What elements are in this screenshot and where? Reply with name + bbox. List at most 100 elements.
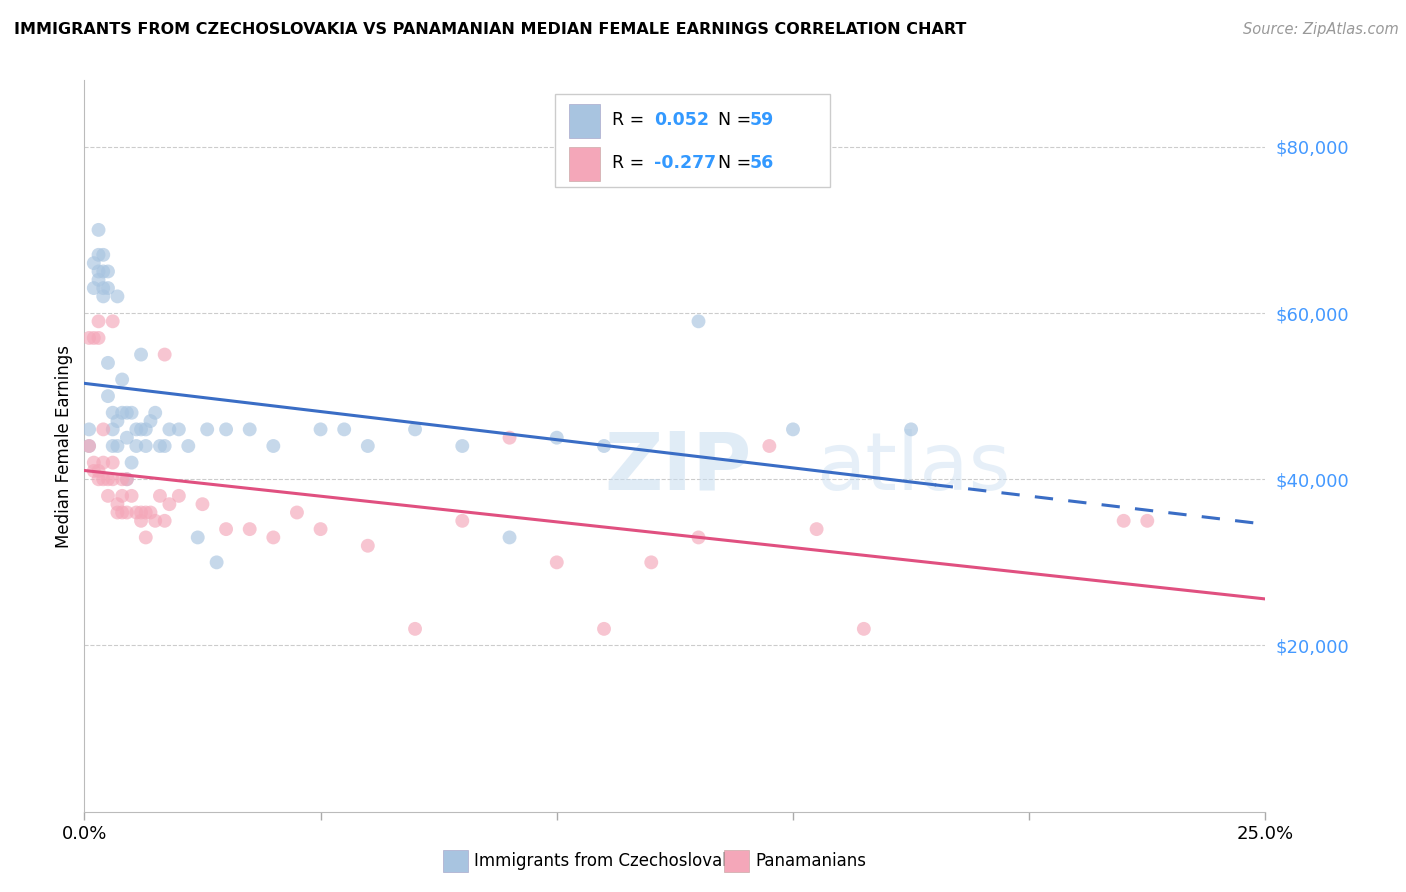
Point [404,422,426,436]
Point [77,422,100,436]
Point [83,256,105,270]
Point [77,439,100,453]
Point [115,472,138,486]
Point [593,622,616,636]
Point [91,422,114,436]
Point [640,555,662,569]
Point [782,422,804,436]
Point [101,456,124,470]
Point [546,431,568,445]
Point [215,422,238,436]
Point [97,264,120,278]
Text: R =: R = [612,112,650,129]
Point [758,439,780,453]
Point [91,281,114,295]
Point [87,264,110,278]
Text: Immigrants from Czechoslovakia: Immigrants from Czechoslovakia [474,852,747,871]
Point [121,456,143,470]
Point [91,248,114,262]
Point [135,530,157,544]
Point [143,406,166,420]
Point [115,431,138,445]
Text: 56: 56 [749,154,773,172]
Point [115,506,138,520]
Point [101,472,124,486]
Point [101,314,124,328]
Point [91,289,114,303]
Text: N =: N = [707,112,756,129]
Text: 59: 59 [749,112,773,129]
Point [1136,514,1159,528]
Point [115,472,138,486]
Point [97,472,120,486]
Point [239,522,262,536]
Point [451,439,474,453]
Point [83,464,105,478]
Point [101,406,124,420]
Point [498,530,520,544]
Point [129,514,152,528]
Point [157,497,180,511]
Point [205,555,228,569]
Point [97,356,120,370]
Point [87,472,110,486]
Point [1112,514,1135,528]
Point [149,489,172,503]
Point [101,422,124,436]
Point [83,331,105,345]
Point [195,422,218,436]
Point [129,506,152,520]
Point [107,414,129,428]
Point [87,273,110,287]
Point [357,439,380,453]
Point [239,422,262,436]
Point [191,497,214,511]
Point [77,439,100,453]
Point [357,539,380,553]
Point [187,530,209,544]
Point [87,464,110,478]
Point [97,489,120,503]
Point [135,422,157,436]
Point [83,456,105,470]
Text: -0.277: -0.277 [654,154,716,172]
Point [121,489,143,503]
Text: atlas: atlas [817,429,1011,507]
Point [153,514,176,528]
Point [91,264,114,278]
Point [111,472,134,486]
Text: Panamanians: Panamanians [755,852,866,871]
Point [167,489,190,503]
Point [111,506,134,520]
Point [309,422,332,436]
Point [688,314,710,328]
Text: ZIP: ZIP [605,429,751,507]
Text: Source: ZipAtlas.com: Source: ZipAtlas.com [1243,22,1399,37]
Point [107,497,129,511]
Point [593,439,616,453]
Point [153,347,176,362]
Point [121,406,143,420]
Point [107,506,129,520]
Point [87,248,110,262]
Point [139,414,162,428]
Point [157,422,180,436]
Point [77,331,100,345]
Point [111,406,134,420]
Point [688,530,710,544]
Point [900,422,922,436]
Point [285,506,308,520]
Point [135,439,157,453]
Point [262,530,284,544]
Point [83,281,105,295]
Point [125,439,148,453]
Point [125,506,148,520]
Point [107,439,129,453]
Point [451,514,474,528]
Text: N =: N = [707,154,756,172]
Point [404,622,426,636]
Point [97,281,120,295]
Text: 0.052: 0.052 [654,112,709,129]
Point [87,223,110,237]
Point [546,555,568,569]
